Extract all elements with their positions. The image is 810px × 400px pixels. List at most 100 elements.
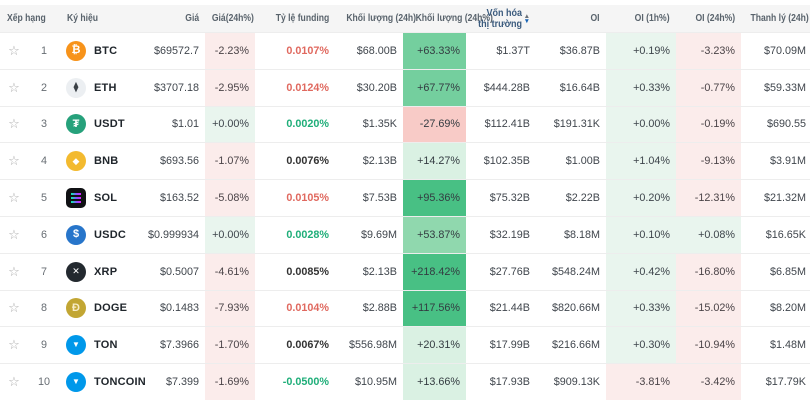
coin-icon: ◆ [66,151,86,171]
price-change-cell: -2.23% [205,32,255,69]
oi-1h-change-cell: +1.04% [606,142,676,179]
header-funding-rate[interactable]: Tỷ lệ funding [255,5,335,32]
volume-change-cell: +20.31% [403,326,466,363]
liquidation-cell: $17.79K [741,363,810,400]
volume-cell: $10.95M [335,363,403,400]
symbol-cell[interactable]: Ð DOGE [60,290,145,327]
coin-name: TONCOIN [94,376,145,388]
price-cell: $7.3966 [145,326,205,363]
header-oi-24h[interactable]: OI (24h%) [676,5,741,32]
oi-1h-change-cell: +0.20% [606,179,676,216]
market-cap-cell: $75.32B [466,179,536,216]
header-rank[interactable]: Xếp hạng [0,5,60,32]
symbol-cell[interactable]: ◆ BNB [60,142,145,179]
volume-cell: $2.13B [335,142,403,179]
table-row[interactable]: ☆ 6 $ USDC $0.999934 +0.00% 0.0028% $9.6… [0,216,810,253]
coin-icon: Ð [66,298,86,318]
star-outline-icon[interactable]: ☆ [8,227,20,242]
coin-icon: ✕ [66,262,86,282]
star-outline-icon[interactable]: ☆ [8,300,20,315]
header-volume-24h[interactable]: Khối lượng (24h) [335,5,403,32]
header-symbol[interactable]: Ký hiệu [60,5,145,32]
rank-cell: 6 [28,216,60,253]
star-outline-icon[interactable]: ☆ [8,153,20,168]
oi-24h-change-cell: +0.08% [676,216,741,253]
table-row[interactable]: ☆ 9 ▼ TON $7.3966 -1.70% 0.0067% $556.98… [0,326,810,363]
star-outline-icon[interactable]: ☆ [8,337,20,352]
funding-rate-cell: 0.0028% [255,216,335,253]
price-cell: $1.01 [145,106,205,143]
volume-change-cell: +67.77% [403,69,466,106]
market-cap-cell: $32.19B [466,216,536,253]
table-row[interactable]: ☆ 7 ✕ XRP $0.5007 -4.61% 0.0085% $2.13B … [0,253,810,290]
volume-change-cell: +218.42% [403,253,466,290]
favorite-cell: ☆ [0,142,28,179]
sort-carets-icon[interactable]: ▲▼ [524,14,530,24]
price-change-cell: -7.93% [205,290,255,327]
star-outline-icon[interactable]: ☆ [8,80,20,95]
symbol-cell[interactable]: ₮ USDT [60,106,145,143]
oi-cell: $216.66M [536,326,606,363]
oi-1h-change-cell: +0.42% [606,253,676,290]
oi-24h-change-cell: -15.02% [676,290,741,327]
coin-name: XRP [94,266,117,278]
symbol-cell[interactable]: ₿ BTC [60,32,145,69]
funding-rate-cell: 0.0107% [255,32,335,69]
symbol-cell[interactable]: ⧫ ETH [60,69,145,106]
table-row[interactable]: ☆ 1 ₿ BTC $69572.7 -2.23% 0.0107% $68.00… [0,32,810,69]
rank-cell: 4 [28,142,60,179]
price-cell: $0.999934 [145,216,205,253]
volume-change-cell: +13.66% [403,363,466,400]
header-liquidation-24h[interactable]: Thanh lý (24h) [741,5,810,32]
favorite-cell: ☆ [0,326,28,363]
oi-1h-change-cell: -3.81% [606,363,676,400]
volume-change-cell: +14.27% [403,142,466,179]
symbol-cell[interactable]: $ USDC [60,216,145,253]
coin-name: USDT [94,118,125,130]
oi-cell: $820.66M [536,290,606,327]
coin-icon: $ [66,225,86,245]
star-outline-icon[interactable]: ☆ [8,190,20,205]
table-row[interactable]: ☆ 3 ₮ USDT $1.01 +0.00% 0.0020% $1.35K -… [0,106,810,143]
table-row[interactable]: ☆ 2 ⧫ ETH $3707.18 -2.95% 0.0124% $30.20… [0,69,810,106]
price-change-cell: -5.08% [205,179,255,216]
oi-1h-change-cell: +0.19% [606,32,676,69]
header-oi[interactable]: OI [536,5,606,32]
coin-icon [66,188,86,208]
table-row[interactable]: ☆ 8 Ð DOGE $0.1483 -7.93% 0.0104% $2.88B… [0,290,810,327]
favorite-cell: ☆ [0,290,28,327]
table-row[interactable]: ☆ 4 ◆ BNB $693.56 -1.07% 0.0076% $2.13B … [0,142,810,179]
funding-rate-cell: 0.0105% [255,179,335,216]
star-outline-icon[interactable]: ☆ [8,43,20,58]
liquidation-cell: $21.32M [741,179,810,216]
rank-cell: 5 [28,179,60,216]
table-row[interactable]: ☆ 5 SOL $163.52 -5.08% 0.0105% $7.53B +9… [0,179,810,216]
favorite-cell: ☆ [0,253,28,290]
oi-cell: $36.87B [536,32,606,69]
header-price[interactable]: Giá [145,5,205,32]
volume-change-cell: +95.36% [403,179,466,216]
symbol-cell[interactable]: ▼ TON [60,326,145,363]
symbol-cell[interactable]: SOL [60,179,145,216]
symbol-cell[interactable]: ▼ TONCOIN [60,363,145,400]
price-change-cell: -1.69% [205,363,255,400]
market-cap-cell: $102.35B [466,142,536,179]
table-row[interactable]: ☆ 10 ▼ TONCOIN $7.399 -1.69% -0.0500% $1… [0,363,810,400]
price-change-cell: +0.00% [205,216,255,253]
star-outline-icon[interactable]: ☆ [8,374,20,389]
price-change-cell: +0.00% [205,106,255,143]
star-outline-icon[interactable]: ☆ [8,116,20,131]
funding-rate-cell: 0.0104% [255,290,335,327]
rank-cell: 9 [28,326,60,363]
star-outline-icon[interactable]: ☆ [8,264,20,279]
oi-24h-change-cell: -9.13% [676,142,741,179]
oi-cell: $191.31K [536,106,606,143]
header-oi-1h[interactable]: OI (1h%) [606,5,676,32]
header-price-change-24h[interactable]: Giá(24h%) [205,5,255,32]
coin-name: SOL [94,192,117,204]
symbol-cell[interactable]: ✕ XRP [60,253,145,290]
oi-1h-change-cell: +0.30% [606,326,676,363]
header-market-cap[interactable]: Vốn hóa thị trường ▲▼ [466,5,536,32]
oi-24h-change-cell: -3.23% [676,32,741,69]
volume-cell: $1.35K [335,106,403,143]
